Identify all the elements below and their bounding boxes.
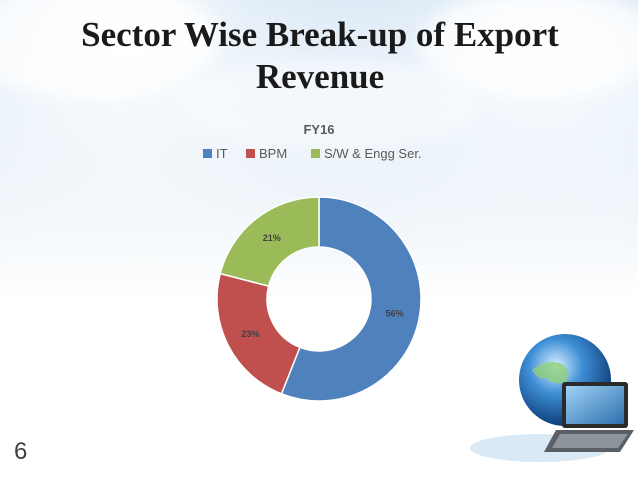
legend-label: BPM (259, 146, 287, 161)
globe-laptop-illustration-icon (470, 334, 634, 462)
data-label: 21% (263, 233, 281, 243)
slide-title: Sector Wise Break-up of Export Revenue (81, 15, 559, 96)
legend-label: IT (216, 146, 228, 161)
cloud-shape (420, 0, 638, 100)
chart-legend: IT BPM S/W & Engg Ser. (203, 146, 422, 161)
chart-title: FY16 (303, 122, 334, 137)
donut-slice (280, 196, 422, 402)
chart-slices (216, 196, 422, 402)
slide-number: 6 (14, 438, 28, 465)
legend-swatch (246, 149, 255, 158)
legend-label: S/W & Engg Ser. (324, 146, 422, 161)
data-label: 23% (241, 329, 259, 339)
cloud-shape (180, 60, 480, 150)
legend-swatch (203, 149, 212, 158)
legend-swatch (311, 149, 320, 158)
donut-slice (216, 272, 301, 395)
data-label: 56% (386, 308, 404, 318)
donut-slice (219, 196, 320, 287)
chart-data-labels: 56% 23% 21% (241, 233, 403, 339)
